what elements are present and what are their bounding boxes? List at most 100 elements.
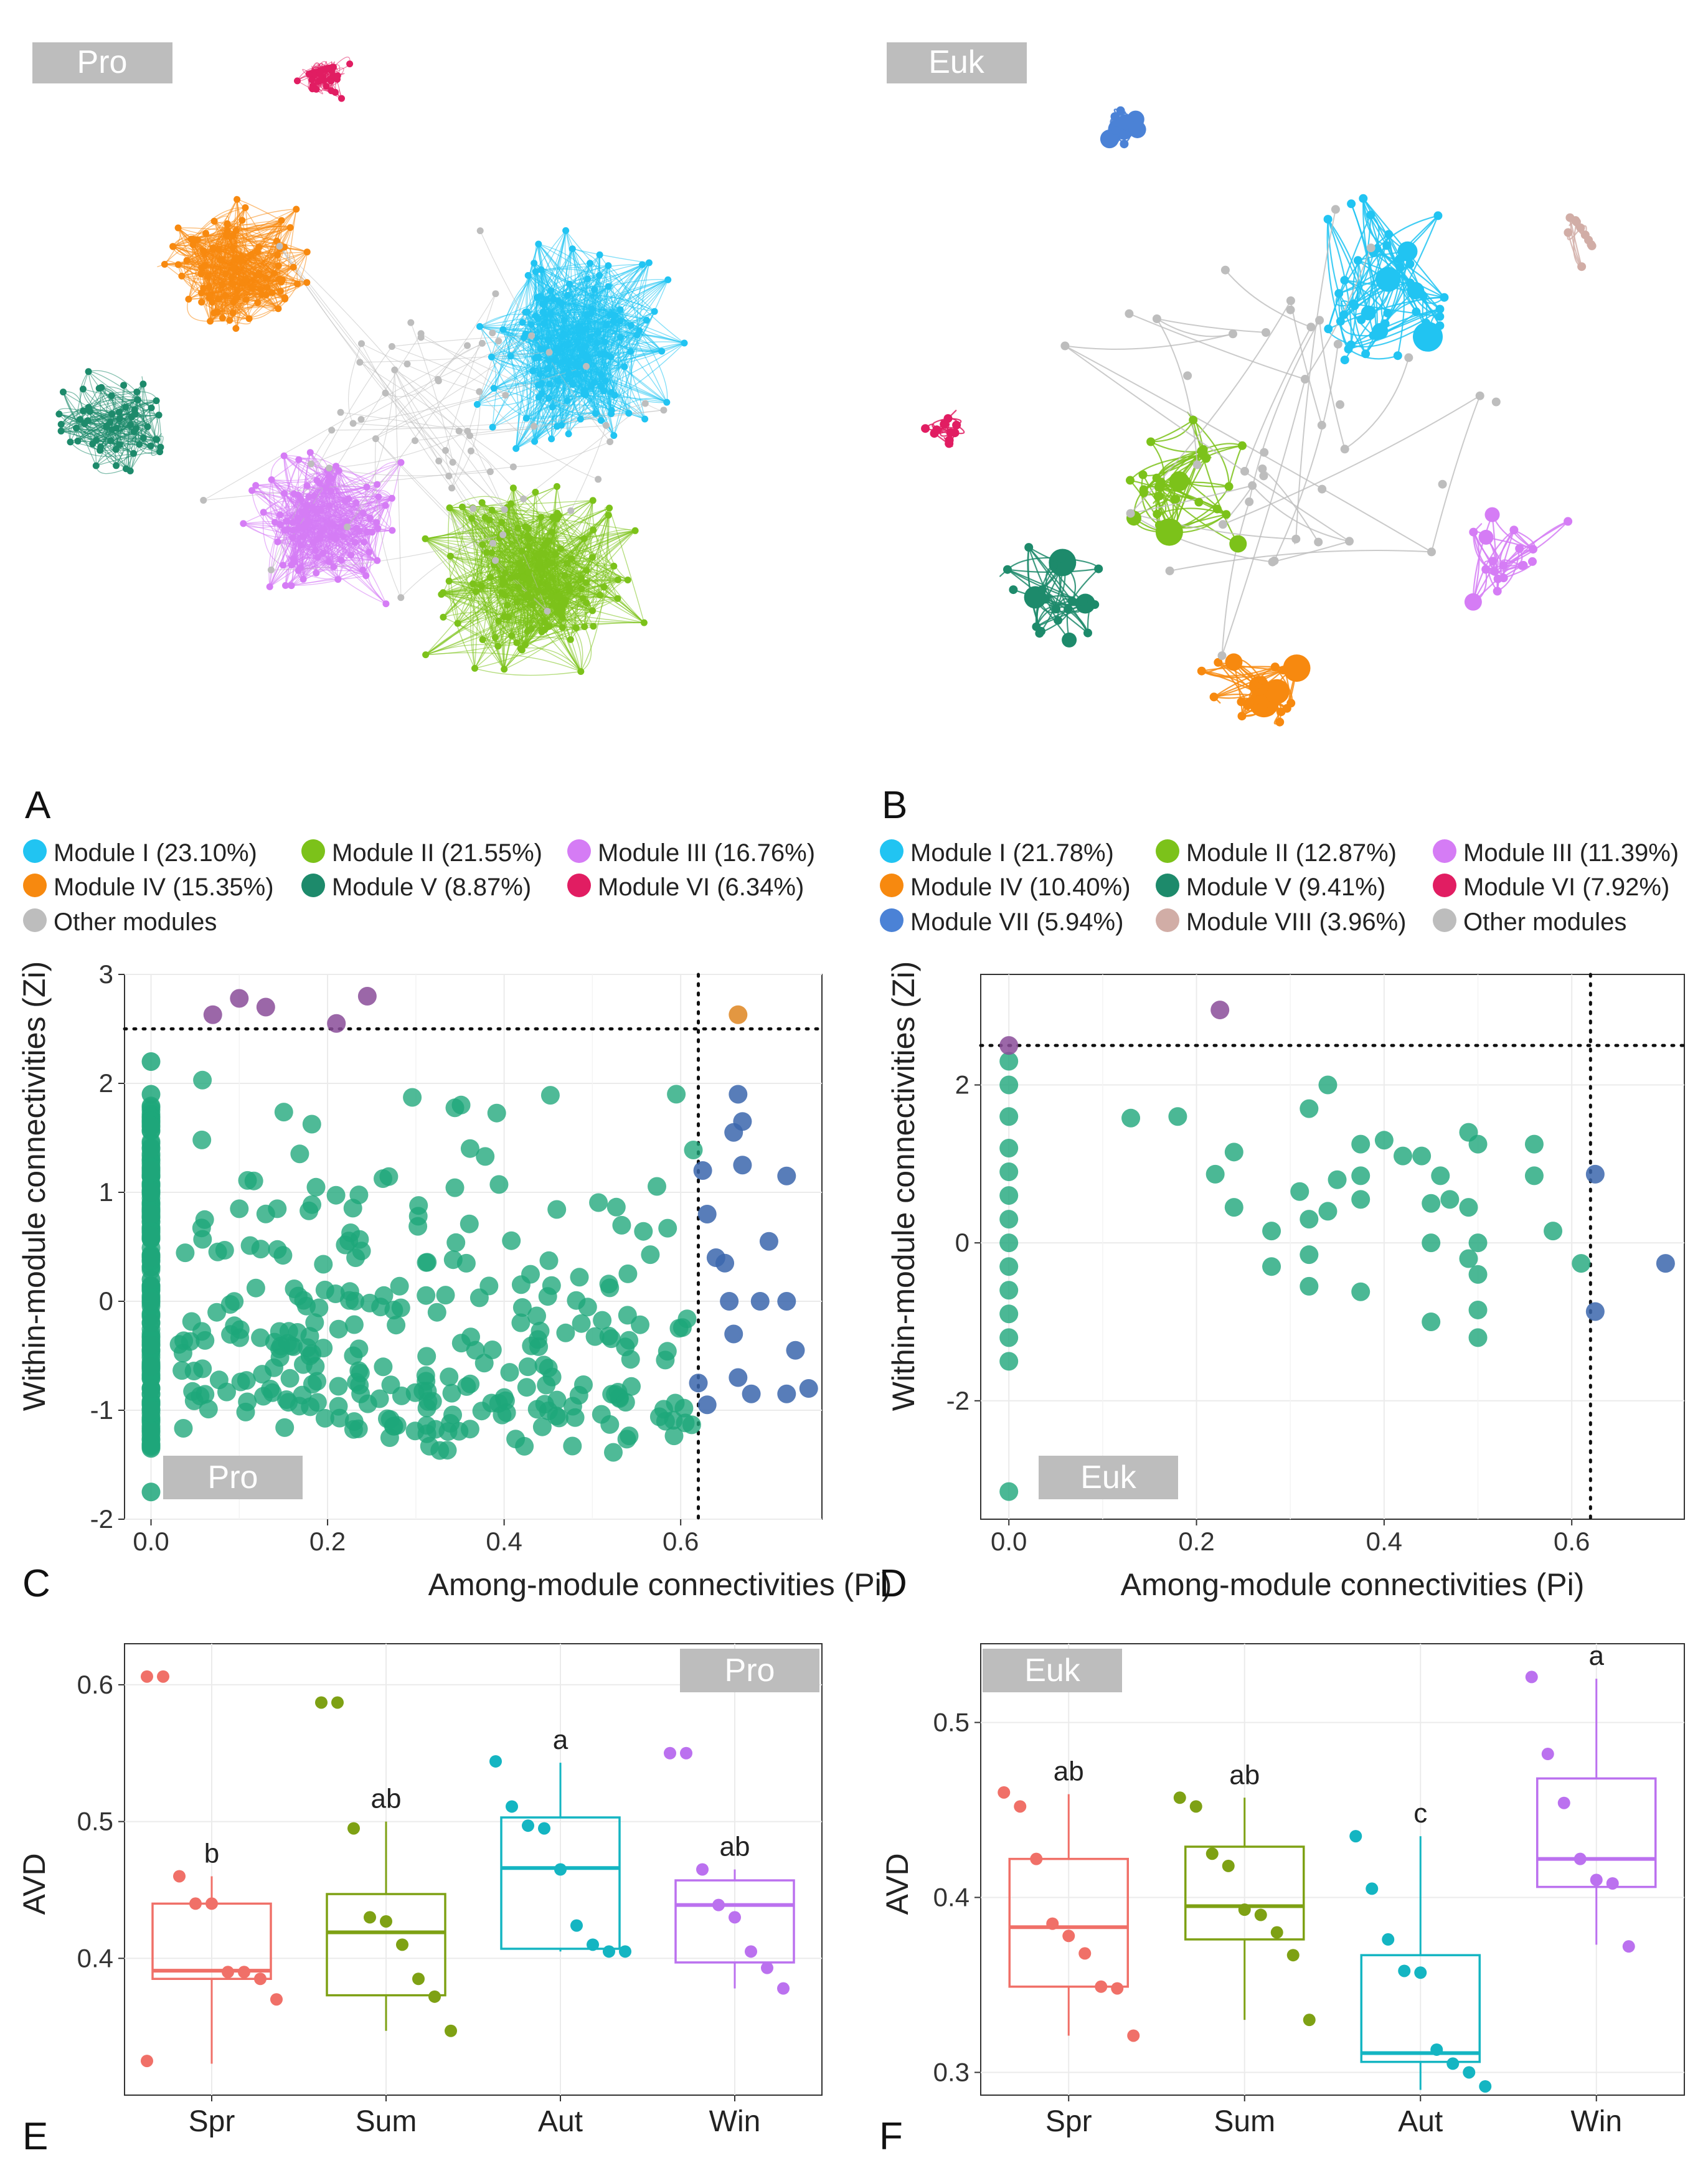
- net-a-node-6: [544, 608, 551, 615]
- net-a-node-6: [464, 342, 471, 349]
- net-b-edge-0: [1350, 260, 1359, 345]
- net-b-node-0: [1366, 210, 1375, 220]
- net-a-node-1: [556, 604, 564, 611]
- net-b-node-8: [1268, 557, 1277, 567]
- net-a-node-2: [300, 575, 307, 583]
- legend-b-swatch-3: [1433, 839, 1456, 863]
- net-a-node-0: [554, 423, 560, 430]
- net-b-node-4: [1035, 629, 1044, 638]
- net-a-node-4: [67, 438, 74, 446]
- net-a-node-5: [294, 77, 301, 85]
- net-a-node-2: [317, 507, 324, 514]
- net-b-node-8: [1262, 328, 1270, 337]
- net-a-node-4: [153, 436, 159, 443]
- net-a-edge-0: [542, 262, 649, 313]
- net-a-node-2: [268, 476, 275, 483]
- net-a-node-0: [476, 323, 483, 330]
- net-a-edge-0: [538, 397, 602, 421]
- net-a-node-1: [478, 583, 485, 590]
- net-a-edge-0: [593, 275, 602, 386]
- net-a-edge-6: [437, 341, 499, 380]
- net-a-node-0: [507, 352, 514, 360]
- legend-a-label-7: Other modules: [54, 908, 217, 936]
- net-a-node-1: [526, 576, 533, 583]
- net-a-node-0: [521, 334, 527, 341]
- net-a-node-6: [448, 484, 456, 492]
- net-a-node-4: [106, 418, 114, 426]
- net-a-edge-1: [425, 535, 528, 539]
- net-a-node-6: [435, 457, 443, 464]
- legend-a-label-1: Module I (23.10%): [54, 839, 257, 867]
- net-b-edge-0: [1362, 198, 1400, 260]
- net-b-node-0: [1346, 340, 1356, 349]
- net-b-node-0: [1418, 291, 1428, 301]
- net-a-node-2: [313, 535, 321, 543]
- net-a-node-1: [494, 643, 502, 650]
- net-a-node-0: [597, 370, 605, 378]
- net-b-node-1: [1222, 510, 1231, 519]
- net-a-node-3: [202, 230, 209, 237]
- net-a-edge-3: [218, 249, 279, 266]
- net-b-node-3: [1264, 679, 1290, 704]
- net-b-node-2: [1517, 561, 1527, 570]
- net-a-node-5: [318, 77, 325, 84]
- net-a-node-1: [483, 549, 491, 556]
- net-a-node-3: [210, 217, 218, 225]
- net-a-node-0: [610, 432, 618, 439]
- net-a-node-6: [469, 505, 477, 512]
- net-a-edge-1: [450, 555, 505, 670]
- net-a-node-2: [280, 562, 287, 569]
- net-a-node-2: [302, 506, 309, 514]
- net-a-node-3: [293, 205, 300, 213]
- net-b-node-3: [1209, 692, 1219, 702]
- net-b-node-0: [1422, 318, 1431, 328]
- net-b-node-4: [1009, 585, 1018, 595]
- net-a-node-2: [260, 509, 267, 516]
- net-b-node-6: [1110, 112, 1120, 121]
- net-a-edge-4: [62, 392, 131, 471]
- net-a-node-3: [281, 294, 288, 301]
- net-a-edge-1: [511, 503, 572, 559]
- net-a-node-3: [273, 237, 281, 245]
- net-a-node-1: [472, 588, 479, 595]
- net-a-node-0: [554, 377, 562, 384]
- net-a-node-0: [596, 271, 603, 279]
- net-b-node-0: [1334, 289, 1344, 298]
- net-a-nodes: [55, 60, 688, 675]
- net-a-node-0: [488, 353, 495, 360]
- net-b-edge-7: [1569, 217, 1583, 267]
- net-a-edge-6: [279, 246, 453, 463]
- net-a-node-2: [297, 496, 304, 503]
- net-b-node-4: [1062, 632, 1077, 648]
- net-a-node-0: [544, 336, 552, 344]
- net-a-edge-0: [522, 337, 548, 369]
- net-a-node-6: [357, 416, 365, 423]
- net-b-node-3: [1237, 712, 1247, 721]
- net-a-node-6: [417, 334, 425, 341]
- net-b-node-1: [1139, 485, 1148, 494]
- net-a-node-1: [540, 588, 548, 596]
- net-a-node-0: [610, 317, 617, 324]
- net-a-node-2: [366, 549, 373, 556]
- legend-a-swatch-6: [567, 874, 591, 897]
- net-a-node-4: [153, 397, 160, 405]
- net-b-node-4: [1064, 605, 1073, 614]
- zipi-c-xtick-label: 0.2: [309, 1527, 346, 1556]
- net-a-node-2: [282, 582, 289, 589]
- net-a-node-6: [407, 319, 415, 326]
- net-a-edge-1: [532, 570, 587, 606]
- net-a-node-3: [257, 285, 264, 293]
- net-a-edge-6: [353, 423, 606, 430]
- net-a-node-2: [329, 534, 336, 540]
- net-b-node-8: [1427, 547, 1436, 557]
- net-b-node-8: [1491, 397, 1501, 407]
- net-a-edge-6: [394, 369, 468, 431]
- net-a-node-1: [468, 515, 475, 522]
- net-a-edge-3: [187, 299, 210, 322]
- net-a-node-1: [555, 592, 563, 600]
- net-b-node-1: [1170, 523, 1179, 532]
- net-a-edge-2: [298, 459, 368, 532]
- net-a-node-3: [263, 284, 271, 291]
- net-a-node-1: [518, 547, 526, 555]
